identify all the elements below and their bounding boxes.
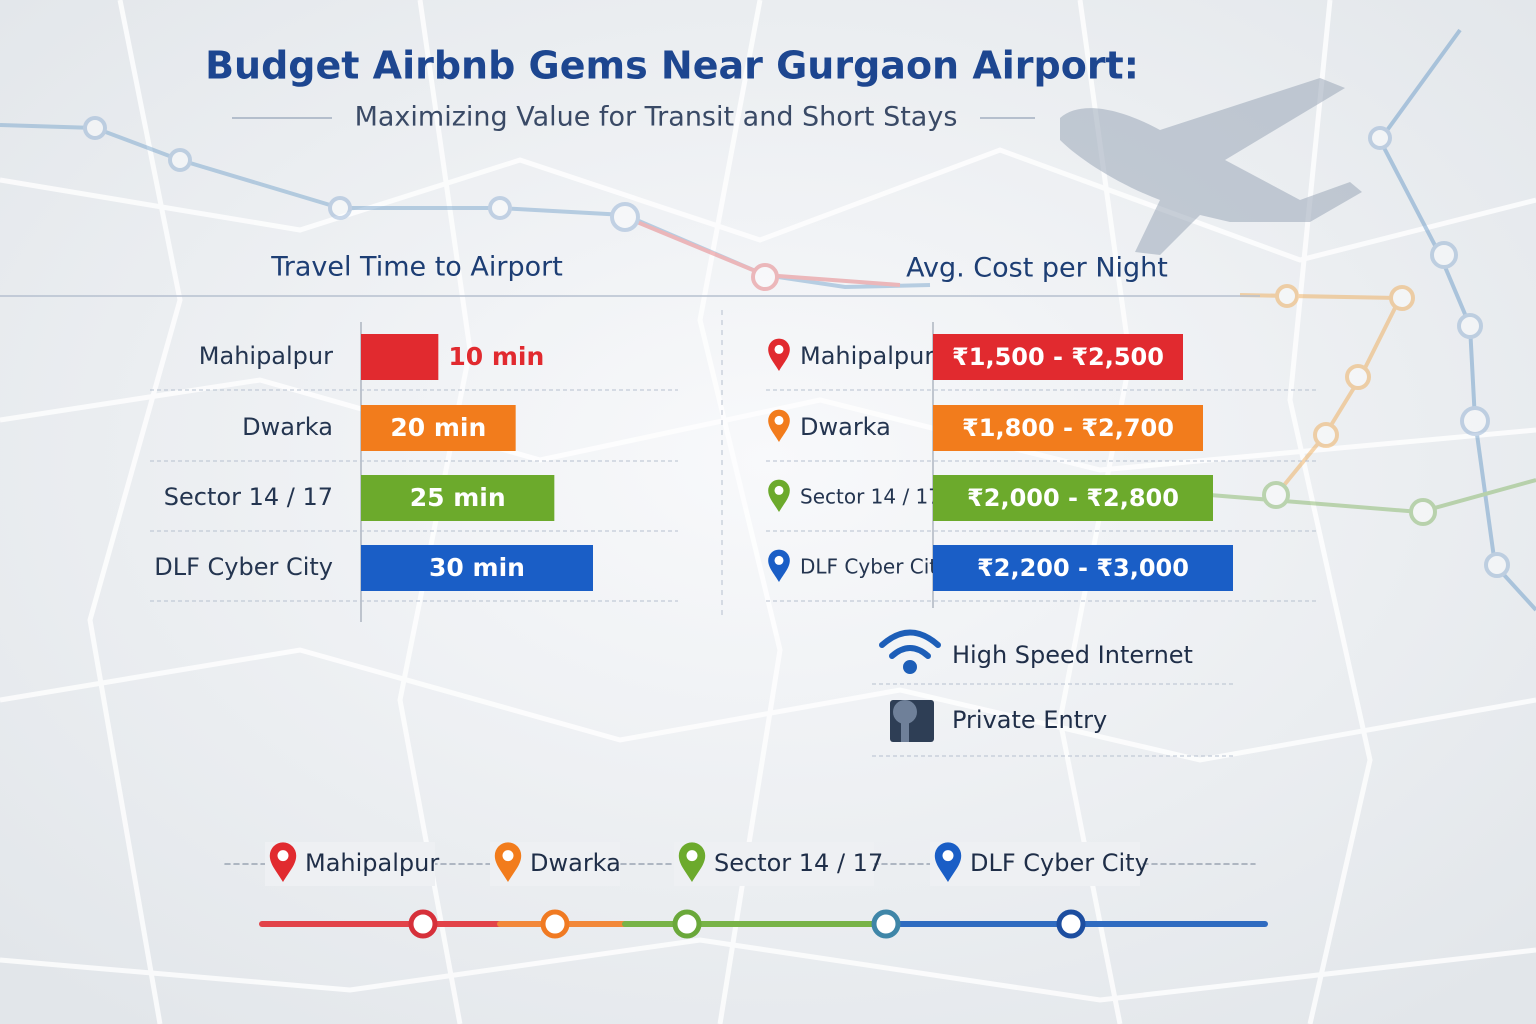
chart-title: Travel Time to Airport [270,252,563,283]
pin-shape [678,842,706,882]
pin-hole [774,485,784,495]
category-label: Dwarka [800,413,891,441]
route-stop [1056,909,1086,939]
bar [361,405,516,451]
pin-icon [768,338,790,371]
pin-hole [774,555,784,565]
category-label: Dwarka [242,413,333,441]
airplane [1060,78,1362,255]
bar [933,334,1183,380]
route-label: Sector 14 / 17 [714,849,883,877]
pin-shape [934,842,962,882]
feature-label: High Speed Internet [952,641,1193,669]
bar [361,545,593,591]
route-label-bg [930,842,1140,886]
pin-icon [768,479,790,512]
pin-hole [502,850,514,862]
value-label: ₹2,200 - ₹3,000 [977,554,1189,582]
pin-hole [686,850,698,862]
title: Budget Airbnb Gems Near Gurgaon Airport: [205,44,1139,88]
value-label: 20 min [390,413,486,442]
route-label: Dwarka [530,849,621,877]
category-label: Sector 14 / 17 [800,485,941,509]
pin-icon [768,549,790,582]
pin-icon [269,842,297,882]
category-label: Mahipalpur [199,342,333,370]
route-stop [540,909,570,939]
bar [933,475,1213,521]
bar [933,545,1233,591]
route-stop [408,909,438,939]
route-label-bg [674,842,874,886]
pin-shape [768,409,790,442]
pin-hole [942,850,954,862]
subtitle: Maximizing Value for Transit and Short S… [355,102,958,133]
bar [933,405,1203,451]
value-label: ₹1,800 - ₹2,700 [962,414,1174,442]
bar [361,334,439,380]
value-label: ₹1,500 - ₹2,500 [952,343,1164,371]
pin-shape [768,549,790,582]
pin-hole [774,415,784,425]
pin-shape [269,842,297,882]
route-stop [871,909,901,939]
category-label: DLF Cyber City [154,553,333,581]
value-label: 30 min [429,553,525,582]
value-label: 10 min [448,342,544,371]
pin-shape [768,479,790,512]
pin-hole [277,850,289,862]
door-icon [890,700,934,742]
chart-title: Avg. Cost per Night [906,253,1168,284]
category-label: DLF Cyber City [800,555,949,579]
wifi-icon [879,629,941,674]
pin-shape [494,842,522,882]
value-label: 25 min [410,483,506,512]
route-label: DLF Cyber City [970,849,1149,877]
category-label: Mahipalpur [800,342,934,370]
pin-icon [934,842,962,882]
transit-lines [0,28,1536,612]
pin-shape [768,338,790,371]
features [872,629,1236,757]
pin-icon [678,842,706,882]
pin-icon [768,409,790,442]
bar [361,475,555,521]
route-label: Mahipalpur [305,849,439,877]
feature-label: Private Entry [952,706,1107,734]
value-label: ₹2,000 - ₹2,800 [967,484,1179,512]
pin-hole [774,344,784,354]
pin-icon [494,842,522,882]
route-stop [672,909,702,939]
category-label: Sector 14 / 17 [164,483,333,511]
